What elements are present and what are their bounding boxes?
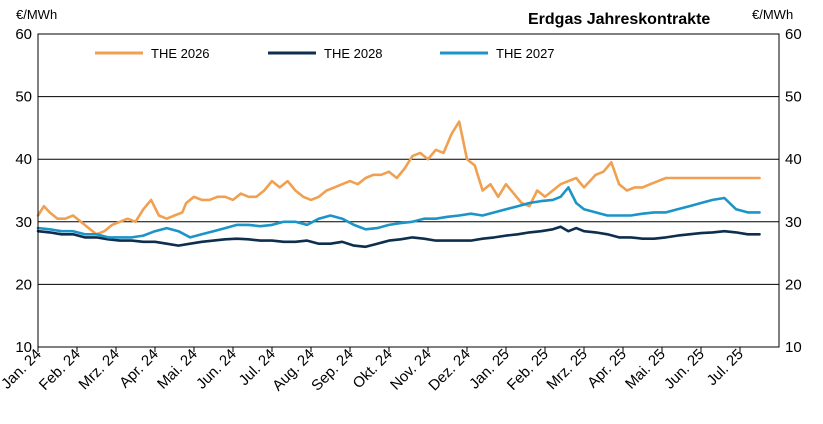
y-tick-label-left: 60	[15, 26, 32, 43]
x-tick-label: Nov. 24	[387, 346, 435, 394]
plot-frame	[37, 33, 780, 348]
y-axis-unit-left: €/MWh	[16, 7, 57, 22]
x-tick-label: Sep. 24	[308, 346, 357, 395]
x-tick-label: Okt. 24	[350, 346, 396, 392]
series-lines	[36, 120, 761, 249]
x-tick-label: Apr. 24	[116, 346, 162, 392]
x-tick-label: Jun. 25	[661, 346, 708, 393]
series-line-the-2027	[36, 186, 761, 239]
x-tick-label: Jun. 24	[193, 346, 240, 393]
x-tick-label: Jan. 25	[466, 346, 513, 393]
x-tick-label: Jul. 25	[704, 346, 747, 389]
y-tick-label-right: 30	[785, 214, 802, 231]
y-tick-label-left: 50	[15, 89, 32, 106]
y-tick-label-left: 20	[15, 276, 32, 293]
y-tick-label-left: 30	[15, 214, 32, 231]
x-tick-label: Mai. 24	[154, 346, 201, 393]
legend-label: THE 2026	[151, 46, 210, 61]
legend: THE 2026 THE 2028 THE 2027	[95, 46, 555, 61]
x-tick-label: Mrz. 25	[543, 346, 590, 393]
y-axis-left: 10 20 30 40 50 60	[15, 26, 32, 356]
x-tick-label: Dez. 24	[425, 346, 474, 395]
series-line-the-2028	[36, 225, 761, 249]
y-tick-label-right: 60	[785, 26, 802, 43]
y-axis-right: 10 20 30 40 50 60	[785, 26, 802, 356]
y-axis-unit-right: €/MWh	[752, 7, 793, 22]
legend-label: THE 2027	[496, 46, 555, 61]
y-tick-label-right: 20	[785, 276, 802, 293]
grid	[38, 33, 779, 348]
chart-title: Erdgas Jahreskontrakte	[528, 11, 710, 28]
series-line-the-2026	[36, 120, 761, 236]
y-tick-label-right: 50	[785, 89, 802, 106]
x-tick-label: Feb. 24	[36, 346, 84, 394]
y-tick-label-left: 10	[15, 339, 32, 356]
y-tick-label-left: 40	[15, 151, 32, 168]
y-tick-label-right: 10	[785, 339, 802, 356]
x-tick-label: Mrz. 24	[75, 346, 122, 393]
x-tick-label: Feb. 25	[504, 346, 552, 394]
x-tick-label: Aug. 24	[269, 346, 318, 395]
legend-label: THE 2028	[324, 46, 383, 61]
x-tick-label: Mai. 25	[622, 346, 669, 393]
y-tick-label-right: 40	[785, 151, 802, 168]
x-tick-label: Apr. 25	[584, 346, 630, 392]
